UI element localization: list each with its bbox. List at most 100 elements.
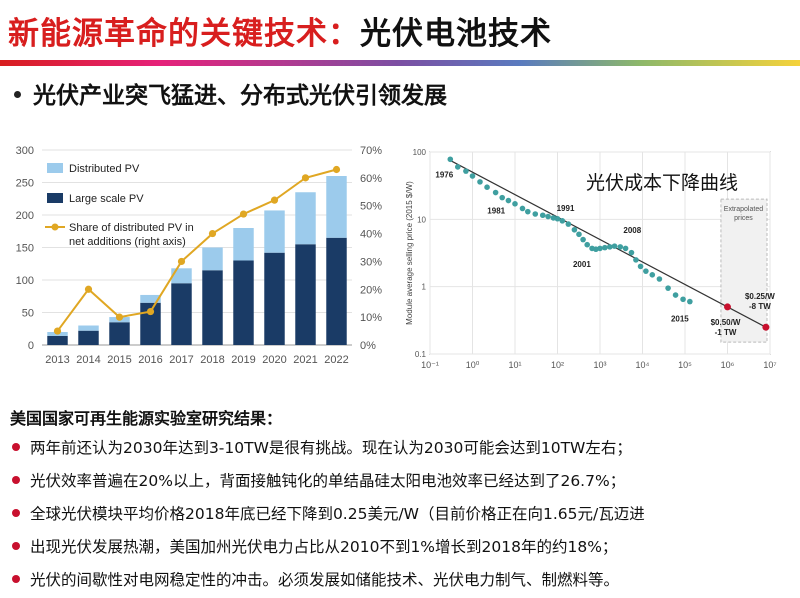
list-item-text: 光伏的间歇性对电网稳定性的冲击。必须发展如储能技术、光伏电力制气、制燃料等。: [30, 571, 620, 589]
x-tick-label: 2015: [107, 354, 131, 366]
bar-distributed: [171, 268, 192, 284]
scatter-point: [519, 205, 526, 212]
subtitle-text: 光伏产业突飞猛进、分布式光伏引领发展: [33, 83, 447, 109]
bullet-icon: [12, 443, 20, 451]
extrapolated-price-label: $0.50/W: [711, 318, 741, 327]
x-tick-label: 10¹: [508, 360, 521, 370]
point-year-label: 1991: [557, 204, 575, 213]
y2-tick-label: 60%: [360, 173, 382, 185]
list-item-text: 两年前还认为2030年达到3-10TW是很有挑战。现在认为2030可能会达到10…: [30, 439, 632, 457]
share-point: [177, 257, 186, 266]
page-title: 新能源革命的关键技术：光伏电池技术: [8, 8, 552, 53]
scatter-point: [606, 244, 613, 250]
extrapolated-price-label: $0.25/W: [745, 292, 775, 301]
extrapolated-label: Extrapolated: [724, 206, 763, 213]
legend-swatch-distributed: [47, 163, 63, 173]
scatter-point: [484, 184, 490, 191]
scatter-point: [447, 156, 454, 163]
title-underline: [0, 60, 800, 66]
y-tick-label: 200: [16, 210, 34, 222]
bar-large-scale: [109, 322, 130, 345]
legend-label: Large scale PV: [69, 193, 144, 205]
extrapolated-label-2: prices: [734, 215, 753, 222]
legend-swatch-share-point: [51, 223, 59, 231]
y2-tick-label: 30%: [360, 256, 382, 268]
y2-tick-label: 10%: [360, 312, 382, 324]
y2-tick-label: 0%: [360, 340, 376, 352]
scatter-point: [649, 272, 656, 278]
y-tick-label: 150: [16, 243, 34, 255]
trend-line: [449, 159, 767, 328]
pv-capacity-chart: 0 50 100 150 200 250 300 0% 10% 20% 30% 40% 50% 60% 70…: [16, 145, 383, 366]
scatter-point: [656, 276, 663, 282]
scatter-point: [611, 243, 618, 249]
legend-label: Share of distributed PV in: [69, 222, 194, 234]
bar-large-scale: [264, 252, 285, 345]
scatter-point: [539, 212, 546, 219]
scatter-point: [512, 201, 518, 207]
scatter-point: [622, 245, 629, 252]
scatter-point: [597, 245, 603, 252]
x-tick-label: 2022: [324, 354, 348, 366]
scatter-point: [571, 226, 578, 233]
scatter-point: [565, 221, 572, 227]
section-subtitle: 光伏产业突飞猛进、分布式光伏引领发展: [10, 76, 447, 110]
bullet-icon: [14, 90, 21, 98]
scatter-point: [580, 236, 586, 243]
bar-large-scale: [171, 283, 192, 345]
scatter-point: [665, 285, 671, 291]
scatter-point: [463, 168, 469, 174]
bullet-icon: [12, 575, 20, 583]
x-tick-label: 10²: [551, 360, 564, 370]
share-line: [56, 168, 337, 332]
list-item: 全球光伏模块平均价格2018年底已经下降到0.25美元/W（目前价格正在向1.6…: [8, 498, 645, 531]
x-tick-label: 2016: [138, 354, 162, 366]
list-item-text: 光伏效率普遍在20%以上，背面接触钝化的单结晶硅太阳电池效率已经达到了26.7%…: [30, 472, 626, 490]
point-year-label: 1981: [487, 207, 505, 216]
x-tick-label: 10⁻¹: [421, 360, 439, 370]
bar-distributed: [264, 210, 285, 253]
share-point: [301, 174, 310, 182]
x-tick-label: 10⁰: [466, 360, 480, 370]
scatter-point: [576, 231, 582, 238]
scatter-point: [637, 263, 644, 270]
list-item: 光伏效率普遍在20%以上，背面接触钝化的单结晶硅太阳电池效率已经达到了26.7%…: [8, 465, 645, 498]
scatter-point: [602, 244, 608, 251]
extrapolated-point: [724, 303, 731, 311]
extrapolated-tw-label: -1 TW: [715, 328, 737, 337]
scatter-point: [524, 208, 531, 215]
scatter-point: [584, 241, 591, 248]
bar-distributed: [202, 247, 223, 271]
scatter-point: [687, 298, 693, 305]
bar-large-scale: [78, 330, 99, 345]
bar-large-scale: [326, 237, 347, 345]
scatter-point: [499, 194, 506, 201]
bullet-icon: [12, 542, 20, 550]
bullet-icon: [12, 509, 20, 517]
extrapolated-point: [762, 323, 770, 331]
x-tick-label: 2021: [293, 354, 317, 366]
share-point: [115, 313, 124, 321]
page-title-red: 新能源革命的关键技术：: [8, 16, 360, 52]
scatter-point: [505, 197, 512, 204]
bar-distributed: [78, 325, 99, 331]
bar-large-scale: [295, 244, 316, 345]
point-year-label: 2015: [671, 315, 689, 324]
share-point: [84, 285, 93, 293]
extrapolated-region: [720, 198, 768, 343]
x-tick-label: 10⁶: [721, 360, 735, 370]
scatter-point: [633, 257, 639, 263]
cost-curve-caption: 光伏成本下降曲线: [586, 172, 739, 194]
share-point: [53, 327, 62, 335]
y-tick-label: 250: [16, 178, 34, 190]
x-tick-label: 10⁷: [763, 360, 776, 370]
share-point: [146, 307, 155, 316]
list-item-text: 出现光伏发展热潮，美国加州光伏电力占比从2010不到1%增长到2018年的约18…: [30, 538, 618, 556]
bar-distributed: [295, 192, 316, 245]
x-tick-label: 2014: [76, 354, 100, 366]
scatter-point: [559, 218, 566, 224]
y-tick-label: 100: [16, 275, 34, 287]
scatter-point: [532, 211, 539, 217]
scatter-point: [643, 268, 649, 274]
pv-cost-curve-chart: 100 10 1 0.110⁻¹ 10⁰ 10¹ 10² 10³ 10⁴ 10⁵ 10⁶ 10⁷ Mod…: [405, 148, 777, 370]
